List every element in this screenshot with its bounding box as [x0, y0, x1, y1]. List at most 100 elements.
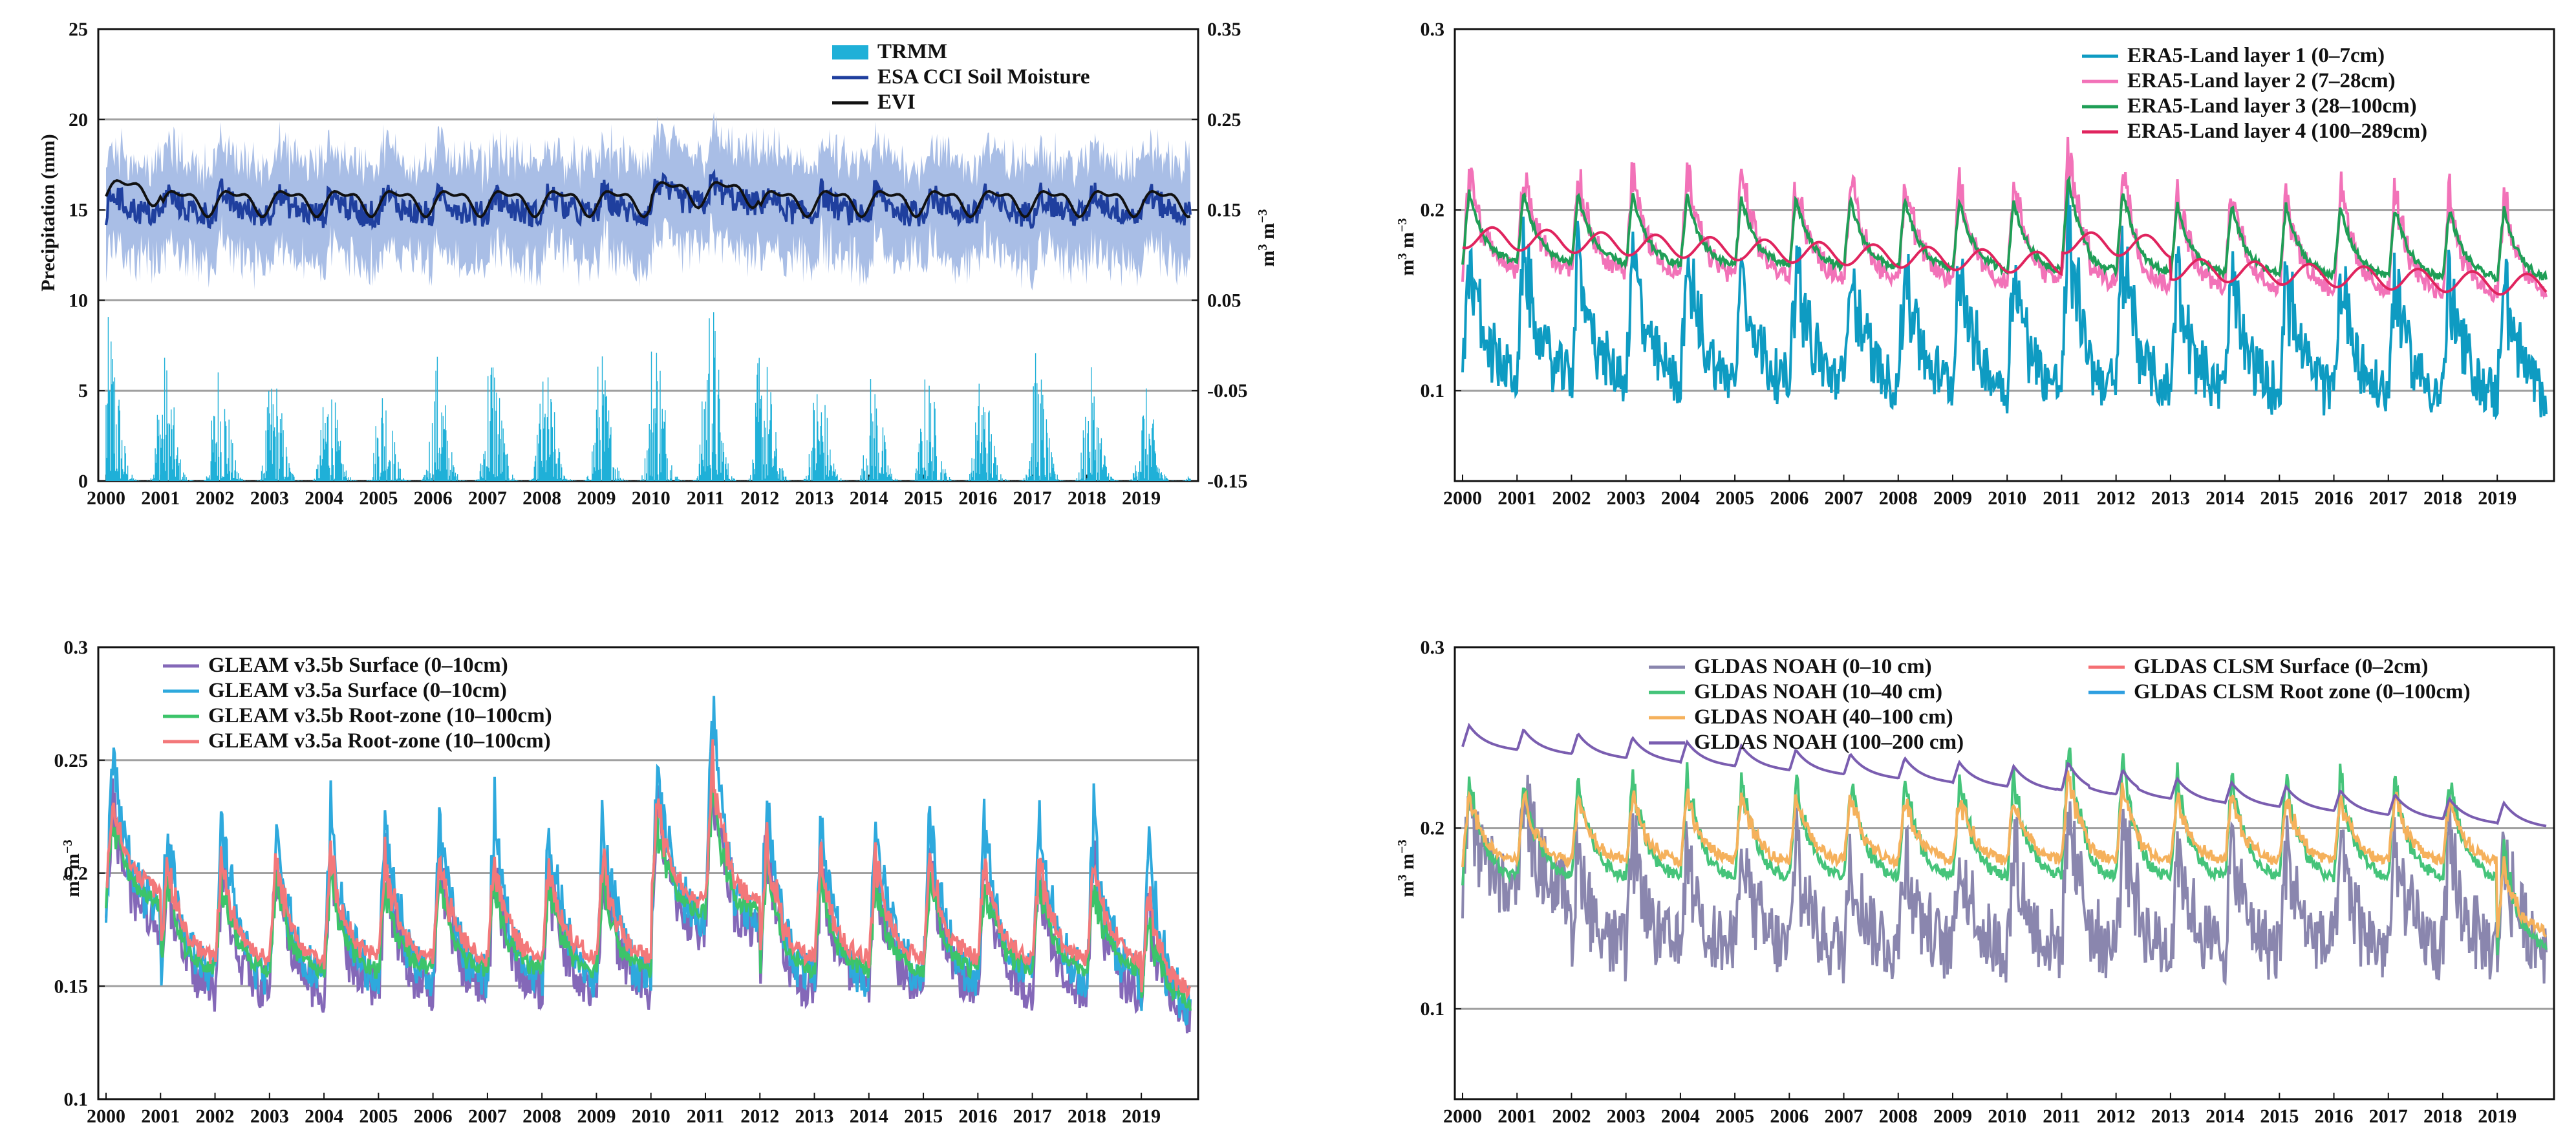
panel-a-xtick-label: 2000	[87, 488, 125, 509]
panel-c-xtick-label: 2017	[1013, 1106, 1052, 1127]
panel-a-xtick-label: 2012	[740, 488, 779, 509]
panel-c-xtick-label: 2009	[577, 1106, 616, 1127]
panel-b-xtick-label: 2005	[1715, 488, 1754, 509]
legend-label: GLEAM v3.5a Surface (0–10cm)	[208, 679, 507, 702]
panel-c-xtick-label: 2016	[958, 1106, 997, 1127]
series-line-1	[1461, 136, 2548, 303]
panel-c-xtick-label: 2008	[522, 1106, 561, 1127]
panel-a-xtick-label: 2010	[632, 488, 671, 509]
panel-a-xtick-label: 2013	[795, 488, 834, 509]
panel-d-xtick-label: 2017	[2369, 1106, 2408, 1127]
panel-c-ytick-label: 0.3	[64, 637, 89, 658]
panel-d-xtick-label: 2012	[2097, 1106, 2136, 1127]
panel-b-xtick-label: 2010	[1988, 488, 2026, 509]
panel-c-xtick-label: 2012	[740, 1106, 779, 1127]
legend-label: ERA5-Land layer 4 (100–289cm)	[2127, 120, 2427, 143]
legend-label: GLEAM v3.5b Root-zone (10–100cm)	[208, 704, 552, 727]
panel-d-ytick-label: 0.3	[1421, 637, 1445, 658]
panel-b-xtick-label: 2001	[1497, 488, 1536, 509]
panel-b-xtick-label: 2003	[1607, 488, 1646, 509]
panel-d-xtick-label: 2006	[1770, 1106, 1809, 1127]
legend-swatch	[832, 45, 868, 59]
legend-label: GLDAS NOAH (100–200 cm)	[1694, 731, 1964, 754]
panel-a-ytick-right-label: -0.15	[1207, 471, 1248, 492]
panel-d-xtick-label: 2010	[1988, 1106, 2026, 1127]
panel-a-ytick-label: 15	[69, 200, 88, 221]
legend-label: GLDAS NOAH (10–40 cm)	[1694, 680, 1942, 703]
panel-b-ytick-label: 0.2	[1421, 200, 1445, 221]
panel-d-xtick-label: 2002	[1552, 1106, 1591, 1127]
panel-a-xtick-label: 2001	[141, 488, 180, 509]
panel-d-xtick-label: 2000	[1443, 1106, 1482, 1127]
legend-label: GLEAM v3.5b Surface (0–10cm)	[208, 654, 508, 677]
panel-c-ytick-label: 0.15	[54, 976, 89, 997]
panel-a-ylabel-right: m3 m−3	[1256, 209, 1278, 267]
panel-a-ytick-right-label: 0.25	[1207, 109, 1241, 131]
panel-d-ytick-label: 0.2	[1421, 818, 1445, 839]
sm-line	[105, 168, 1192, 231]
panel-d-xtick-label: 2015	[2260, 1106, 2299, 1127]
panel-d-xtick-label: 2001	[1497, 1106, 1536, 1127]
panel-d-xtick-label: 2007	[1825, 1106, 1863, 1127]
panel-b-ylabel: m3 m−3	[1395, 219, 1418, 276]
panel-a-xtick-label: 2018	[1068, 488, 1106, 509]
legend-label: ERA5-Land layer 1 (0–7cm)	[2127, 44, 2385, 67]
series-line-2	[1461, 175, 2548, 283]
panel-c-xtick-label: 2011	[687, 1106, 724, 1127]
panel-a-xtick-label: 2006	[414, 488, 453, 509]
panel-a-ytick-right-label: 0.05	[1207, 290, 1241, 311]
legend-label: GLDAS CLSM Surface (0–2cm)	[2134, 655, 2429, 678]
legend-label: GLDAS CLSM Root zone (0–100cm)	[2134, 680, 2471, 703]
panel-a-xtick-label: 2019	[1122, 488, 1161, 509]
panel-a-xtick-label: 2017	[1013, 488, 1052, 509]
panel-b-xtick-label: 2014	[2206, 488, 2244, 509]
panel-d-xtick-label: 2013	[2151, 1106, 2190, 1127]
panel-a-xtick-label: 2008	[522, 488, 561, 509]
panel-d-ytick-label: 0.1	[1421, 998, 1445, 1020]
panel-c-ytick-label: 0.1	[64, 1089, 89, 1110]
panel-a-xtick-label: 2007	[468, 488, 507, 509]
panel-d-xtick-label: 2009	[1933, 1106, 1972, 1127]
panel-b-xtick-label: 2016	[2315, 488, 2354, 509]
panel-d-xtick-label: 2004	[1661, 1106, 1700, 1127]
panel-d-ylabel: m3 m−3	[1395, 840, 1418, 897]
panel-c-xtick-label: 2000	[87, 1106, 125, 1127]
panel-b-xtick-label: 2007	[1825, 488, 1863, 509]
panel-a-xtick-label: 2004	[305, 488, 343, 509]
panel-b-xtick-label: 2004	[1661, 488, 1700, 509]
panel-a-xtick-label: 2014	[850, 488, 888, 509]
series-line-3	[1462, 226, 2548, 296]
panel-d-xtick-label: 2019	[2478, 1106, 2517, 1127]
panel-a-ytick-label: 25	[69, 19, 88, 40]
panel-a-ytick-label: 10	[69, 290, 88, 311]
panel-c-xtick-label: 2002	[196, 1106, 235, 1127]
panel-c-xtick-label: 2018	[1068, 1106, 1106, 1127]
panel-b-xtick-label: 2000	[1443, 488, 1482, 509]
panel-d-xtick-label: 2016	[2315, 1106, 2354, 1127]
panel-c-ytick-label: 0.25	[54, 750, 89, 771]
panel-a-ytick-label: 0	[78, 471, 88, 492]
panel-d-xtick-label: 2011	[2043, 1106, 2080, 1127]
panel-c-xtick-label: 2004	[305, 1106, 343, 1127]
legend-label: ESA CCI Soil Moisture	[877, 65, 1090, 89]
series-line-3	[105, 739, 1192, 1001]
panel-b-xtick-label: 2018	[2423, 488, 2462, 509]
panel-b-xtick-label: 2009	[1933, 488, 1972, 509]
panel-a-xtick-label: 2002	[196, 488, 235, 509]
panel-a: Precipitation (mm) m3 m−3 2000 2001 2002 20…	[38, 19, 1278, 509]
panel-c-xtick-label: 2007	[468, 1106, 507, 1127]
legend-label: GLDAS NOAH (40–100 cm)	[1694, 705, 1953, 729]
trmm-bars	[105, 312, 1191, 481]
panel-b: m3 m−3 2000 2001 2002 2003 2004 2005 2006 2007 2…	[1395, 19, 2555, 509]
panel-a-ylabel-left: Precipitation (mm)	[38, 134, 59, 292]
panel-a-xtick-label: 2003	[250, 488, 289, 509]
panel-a-xtick-label: 2015	[904, 488, 943, 509]
panel-b-xtick-label: 2015	[2260, 488, 2299, 509]
panel-a-ytick-label: 20	[69, 109, 88, 131]
panel-b-xtick-label: 2017	[2369, 488, 2408, 509]
panel-c-xtick-label: 2013	[795, 1106, 834, 1127]
panel-d-xtick-label: 2014	[2206, 1106, 2244, 1127]
panel-a-ytick-right-label: -0.05	[1207, 380, 1248, 402]
series-line-0	[1461, 184, 2548, 420]
panel-a-xtick-label: 2005	[359, 488, 398, 509]
